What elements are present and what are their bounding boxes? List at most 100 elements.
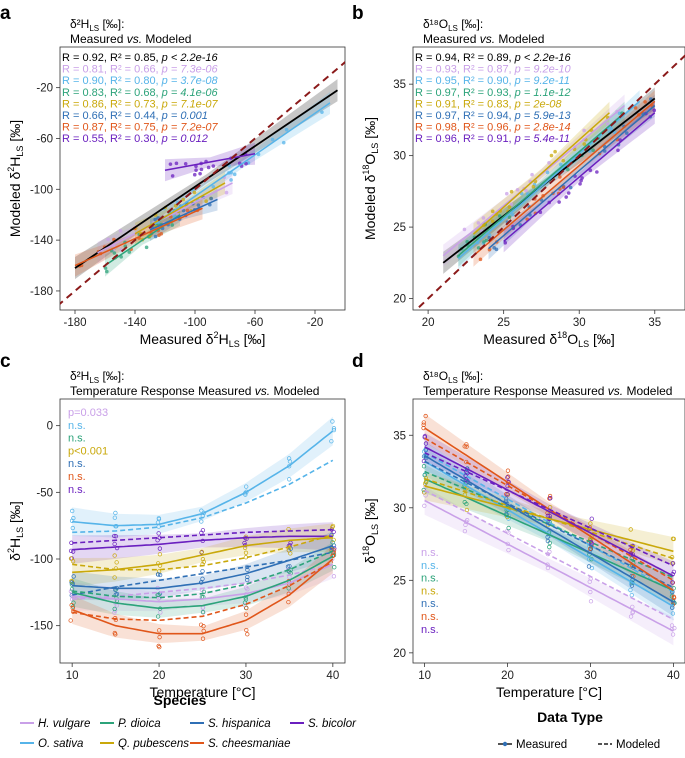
data-point bbox=[330, 540, 335, 545]
stat-line: R = 0.55, R² = 0.30, p = 0.012 bbox=[62, 133, 208, 145]
data-point bbox=[242, 540, 247, 546]
data-point bbox=[509, 202, 514, 207]
y-tick-label: -50 bbox=[36, 487, 53, 499]
y-axis-title-tail: O bbox=[362, 154, 378, 165]
y-axis-title-unit: [‰] bbox=[362, 117, 378, 143]
stat-r: R = 0.66 bbox=[62, 110, 104, 122]
data-point bbox=[112, 533, 117, 539]
data-point bbox=[159, 232, 164, 236]
plot-content bbox=[60, 60, 345, 305]
stat-line: R = 0.91, R² = 0.83, p = 2e-08 bbox=[415, 98, 562, 110]
x-axis-title: Temperature [°C] bbox=[150, 684, 256, 700]
data-point bbox=[330, 419, 335, 424]
fit-line-s_cheesmaniae bbox=[74, 207, 203, 267]
x-axis-title: Measured δ2HLS [‰] bbox=[140, 330, 266, 349]
data-point bbox=[595, 170, 599, 174]
data-point bbox=[69, 580, 74, 585]
legend: Species H. vulgare P. dioica S. hispanica S.… bbox=[20, 692, 660, 751]
x-axis-title: Measured δ18OLS [‰] bbox=[483, 330, 615, 349]
data-point bbox=[183, 161, 188, 166]
data-point bbox=[209, 196, 213, 201]
legend-species-title: Species bbox=[154, 692, 207, 708]
data-point bbox=[194, 168, 198, 172]
data-point bbox=[156, 531, 161, 536]
data-point bbox=[558, 162, 563, 167]
y-tick-label: 35 bbox=[393, 79, 406, 91]
data-point bbox=[484, 238, 489, 243]
data-point bbox=[464, 459, 469, 465]
data-point bbox=[624, 131, 629, 135]
y-tick-label: -140 bbox=[30, 235, 53, 247]
data-point bbox=[244, 161, 248, 166]
data-point bbox=[281, 140, 286, 145]
y-tick-label: 20 bbox=[393, 648, 406, 660]
stat-r2: , R² = 0.90, bbox=[457, 75, 515, 87]
x-axis-title-sup: 18 bbox=[557, 330, 567, 340]
data-point bbox=[670, 611, 676, 616]
data-point bbox=[113, 632, 118, 637]
data-point bbox=[628, 547, 633, 552]
stat-p: p = 3.7e-08 bbox=[161, 75, 219, 87]
data-point bbox=[652, 108, 657, 113]
data-point bbox=[320, 110, 324, 114]
header-line2-b: Modeled bbox=[142, 32, 191, 46]
data-point bbox=[578, 182, 582, 186]
data-point bbox=[582, 128, 586, 133]
plot-content bbox=[421, 413, 677, 646]
fit-line-q_pubescens bbox=[472, 112, 610, 235]
y-axis-title-unit: [‰] bbox=[7, 501, 23, 527]
p-value-label: n.s. bbox=[421, 585, 439, 597]
data-point bbox=[463, 473, 468, 478]
modeled-line-s_bicolor bbox=[424, 451, 674, 567]
data-point bbox=[671, 594, 676, 599]
data-point bbox=[286, 599, 291, 605]
stat-r2: , R² = 0.68, bbox=[104, 87, 162, 99]
panel-header-title: δ²HLS [‰]: bbox=[70, 17, 124, 33]
data-point bbox=[670, 580, 675, 585]
data-point bbox=[168, 162, 173, 166]
data-point bbox=[505, 475, 510, 480]
x-axis-title-sup: 2 bbox=[214, 330, 219, 340]
data-point bbox=[464, 501, 469, 507]
data-point bbox=[192, 190, 197, 195]
fit-line-s_bicolor bbox=[503, 112, 656, 242]
y-axis-title-tail: H bbox=[7, 157, 23, 167]
stat-p: p = 4.1e-06 bbox=[161, 87, 219, 99]
data-point bbox=[490, 219, 495, 223]
data-point bbox=[144, 245, 149, 250]
data-point bbox=[243, 612, 249, 617]
legend-species-label: Q. pubescens bbox=[118, 738, 189, 750]
data-point bbox=[568, 185, 573, 190]
x-tick-label: 40 bbox=[326, 670, 339, 682]
modeled-line-s_hispanica bbox=[424, 460, 674, 589]
header-unit: [‰]: bbox=[458, 369, 483, 383]
data-point bbox=[605, 122, 610, 126]
x-axis-title-unit: [‰] bbox=[240, 331, 266, 347]
data-point bbox=[492, 246, 497, 250]
header-unit: [‰]: bbox=[458, 17, 483, 31]
data-point bbox=[196, 203, 201, 207]
data-point bbox=[331, 537, 336, 543]
identity-line bbox=[60, 60, 345, 305]
panel-header-subtitle: Temperature Response Measured vs. Modele… bbox=[70, 384, 319, 398]
panel-header-title: δ¹⁸OLS [‰]: bbox=[423, 17, 483, 33]
measured-line-s_cheesmaniae bbox=[71, 558, 334, 635]
stat-r: R = 0.87 bbox=[62, 122, 104, 134]
data-point bbox=[545, 534, 550, 540]
stat-p: p = 5.4e-11 bbox=[514, 133, 570, 145]
data-point bbox=[588, 521, 593, 526]
header-subscript: LS bbox=[448, 376, 458, 385]
data-point bbox=[157, 635, 162, 640]
data-point bbox=[330, 553, 336, 558]
data-point bbox=[671, 586, 676, 591]
data-point bbox=[244, 484, 249, 489]
data-point bbox=[547, 544, 552, 550]
data-point bbox=[69, 586, 75, 592]
stat-line: R = 0.83, R² = 0.68, p = 4.1e-06 bbox=[62, 87, 219, 99]
p-value-label: n.s. bbox=[68, 433, 86, 445]
legend-datatype-title: Data Type bbox=[537, 709, 603, 725]
data-point bbox=[564, 195, 568, 199]
p-value-label: p=0.033 bbox=[68, 407, 108, 419]
x-tick-label: 35 bbox=[648, 317, 661, 329]
legend-measured-point bbox=[502, 741, 508, 747]
